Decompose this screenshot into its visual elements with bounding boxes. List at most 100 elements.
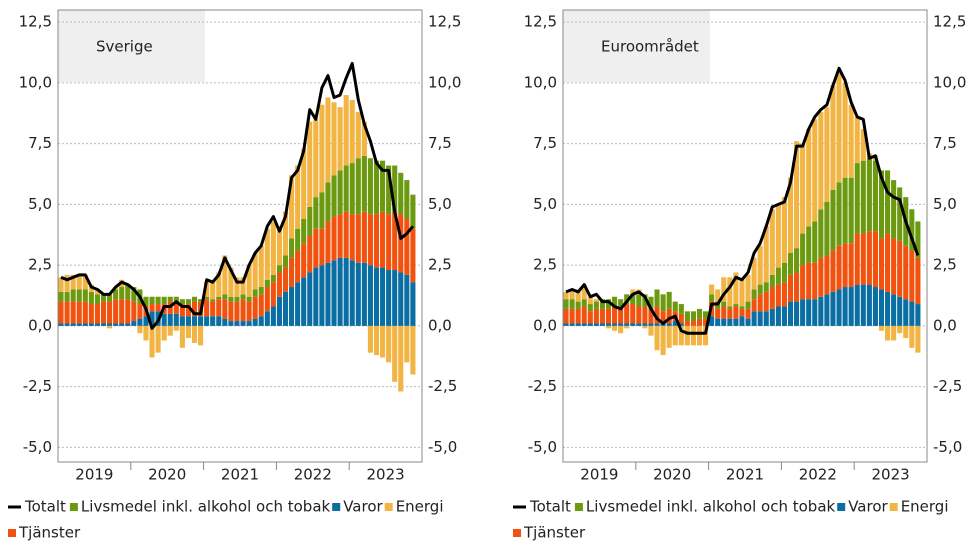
bar — [216, 316, 222, 326]
y-tick-label: 7,5 — [28, 134, 52, 152]
legend-item: Livsmedel inkl. alkohol och tobak — [574, 498, 836, 516]
bar — [276, 265, 282, 273]
bar — [575, 289, 581, 302]
bar — [173, 301, 179, 314]
bar — [618, 308, 624, 324]
bar — [179, 316, 185, 326]
y-tick-label: -2,5 — [23, 377, 52, 395]
bar — [903, 245, 909, 300]
bar — [672, 301, 678, 312]
legend-swatch — [513, 529, 521, 537]
bar — [678, 323, 684, 326]
bar — [398, 172, 404, 215]
bar — [258, 287, 264, 295]
bar — [672, 325, 678, 346]
bar — [660, 325, 666, 356]
bar — [270, 221, 276, 275]
bar — [210, 299, 216, 302]
bar — [100, 323, 107, 326]
bar — [113, 299, 119, 324]
bar — [775, 284, 781, 307]
bar — [179, 299, 185, 305]
legend-label: Tjänster — [523, 524, 586, 542]
bar — [830, 189, 836, 251]
bar — [404, 325, 410, 363]
bar — [824, 255, 830, 295]
bar — [781, 197, 787, 263]
bar — [636, 323, 642, 326]
bar — [842, 177, 848, 244]
bar — [70, 274, 76, 290]
bar — [367, 158, 373, 215]
bar — [593, 301, 599, 309]
bar — [812, 299, 818, 326]
bar — [854, 284, 860, 326]
bar — [337, 257, 343, 326]
bar — [575, 301, 581, 309]
bar — [885, 233, 891, 292]
bar — [806, 299, 812, 326]
bar — [373, 325, 380, 356]
bar — [866, 158, 872, 232]
bar — [654, 325, 660, 351]
bar — [727, 308, 733, 319]
bar — [222, 318, 228, 326]
bar — [410, 282, 416, 326]
bar — [763, 291, 769, 312]
bar — [666, 308, 672, 324]
bar — [860, 160, 866, 234]
bar — [800, 143, 806, 234]
bar — [173, 313, 179, 326]
bar — [690, 311, 696, 322]
legend-label: Energi — [901, 498, 949, 516]
y-tick-label: 2,5 — [28, 256, 52, 274]
bar — [581, 284, 587, 300]
bar — [587, 304, 593, 312]
bar — [337, 214, 343, 258]
bar — [404, 180, 410, 219]
bar — [64, 274, 70, 292]
bar — [751, 311, 757, 326]
legend-swatch — [574, 503, 583, 511]
bar — [161, 313, 167, 326]
legend-item: Varor — [332, 498, 384, 516]
bar — [392, 165, 398, 212]
bar — [751, 299, 757, 312]
y2-tick-label: 10,0 — [428, 73, 461, 91]
bar — [295, 282, 301, 326]
y-tick-label: 2,5 — [533, 256, 557, 274]
y2-tick-label: -5,0 — [933, 438, 962, 456]
bar — [763, 282, 769, 292]
bar — [107, 325, 113, 329]
bar — [787, 301, 794, 326]
bar — [222, 294, 228, 300]
bar — [58, 323, 64, 326]
bar — [94, 289, 100, 295]
bar — [684, 325, 690, 346]
legend-swatch — [8, 529, 16, 537]
bar — [252, 253, 258, 290]
bar — [191, 325, 198, 343]
bar — [161, 296, 167, 305]
bar — [349, 260, 355, 326]
bar — [763, 226, 769, 283]
bar — [119, 299, 125, 324]
bar — [349, 163, 355, 215]
legend-label: Varor — [848, 498, 888, 516]
bar — [836, 289, 842, 326]
bar — [185, 325, 191, 339]
bar — [398, 214, 404, 273]
bar — [355, 214, 361, 263]
y2-tick-label: 7,5 — [933, 134, 957, 152]
bar — [830, 85, 836, 190]
bar — [745, 318, 751, 326]
bar — [703, 318, 709, 326]
bar — [751, 257, 757, 290]
bar — [149, 304, 155, 312]
bar — [228, 296, 234, 302]
bar — [618, 325, 624, 334]
bar — [824, 294, 830, 326]
bar — [745, 274, 751, 302]
bar — [301, 148, 307, 219]
